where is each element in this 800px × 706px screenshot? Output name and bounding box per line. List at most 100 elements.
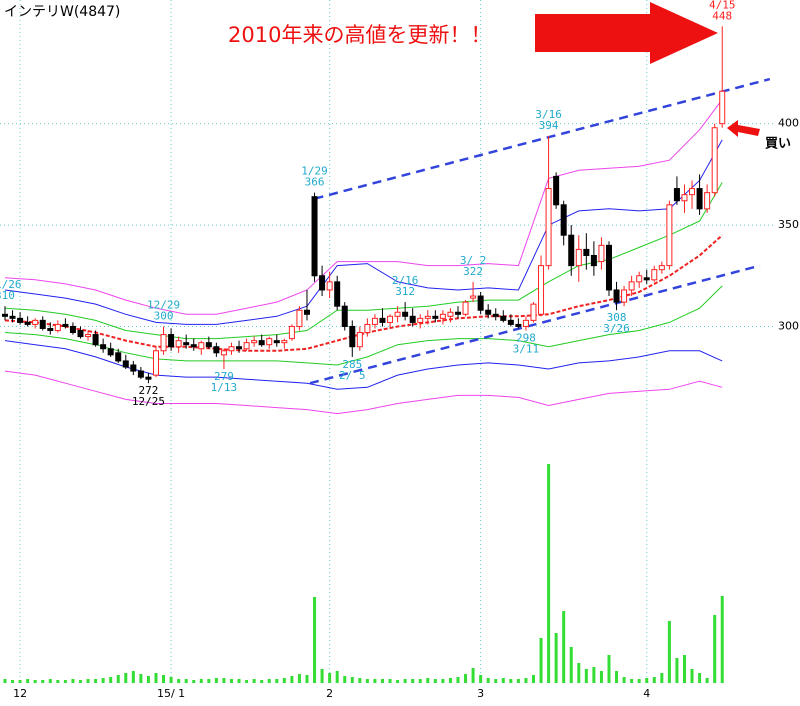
candle-body <box>447 311 454 317</box>
candle-body <box>213 346 220 354</box>
candle-body <box>122 360 129 368</box>
candle-body <box>145 376 152 380</box>
volume-bar <box>660 673 664 683</box>
candle-body <box>477 295 484 311</box>
candle-body <box>711 127 718 194</box>
candle-body <box>658 265 665 271</box>
volume-bar <box>531 675 535 683</box>
candle-body <box>334 281 341 307</box>
candle-body <box>47 327 54 332</box>
annotation-date: 4/15 <box>709 0 736 11</box>
volume-bar <box>479 675 483 683</box>
candle-body <box>198 342 205 350</box>
volume-bar <box>441 679 445 683</box>
volume-bar <box>426 678 430 683</box>
volume-bar <box>456 677 460 683</box>
volume-bar <box>26 679 30 683</box>
volume-bar <box>320 669 324 683</box>
volume-bar <box>260 680 264 683</box>
volume-bar <box>373 679 377 683</box>
candle-body <box>220 350 227 356</box>
candle-body <box>522 319 529 327</box>
signal-arrow <box>727 120 760 137</box>
annotation-value: 272 <box>138 384 158 397</box>
headline: 2010年来の高値を更新！！ <box>228 23 491 47</box>
annotation-date: 3/ 2 <box>460 254 487 267</box>
candle-body <box>575 248 582 267</box>
volume-bar <box>652 677 656 683</box>
annotation-date: 1/29 <box>301 165 328 178</box>
volume-bar <box>245 680 249 683</box>
volume-bar <box>524 678 528 683</box>
candle-body <box>409 315 416 323</box>
candle-body <box>424 315 431 319</box>
volume-bar <box>290 676 294 683</box>
candle-body <box>39 319 46 329</box>
candle-body <box>69 325 76 334</box>
volume-bar <box>139 674 143 683</box>
volume-bar <box>380 679 384 683</box>
candle-body <box>673 188 680 202</box>
volume-bar <box>448 678 452 683</box>
annotation-value: 366 <box>305 176 325 189</box>
candle-body <box>689 188 696 196</box>
volume-bar <box>124 673 128 683</box>
candle-body <box>205 342 212 348</box>
candle-body <box>545 188 552 267</box>
volume-bar <box>56 680 60 683</box>
candle-body <box>236 346 243 350</box>
volume-bar <box>645 678 649 683</box>
band-line <box>4 370 723 415</box>
volume-bar <box>169 677 173 683</box>
annotation-value: 394 <box>539 119 559 132</box>
volume-bar <box>78 680 82 683</box>
candle-body <box>402 311 409 317</box>
annotation-date: 1/13 <box>211 381 238 394</box>
candle-body <box>183 342 190 346</box>
candle-body <box>454 311 461 315</box>
annotation-value: 298 <box>516 332 536 345</box>
annotation-value: 322 <box>463 265 483 278</box>
candle-body <box>54 323 61 332</box>
plot-area <box>1 26 771 683</box>
volume-bar <box>486 678 490 683</box>
y-tick-label: 300 <box>778 319 799 332</box>
volume-bar <box>199 679 203 683</box>
volume-bar <box>713 615 717 683</box>
volume-bar <box>433 679 437 683</box>
candle-body <box>598 244 605 263</box>
volume-bar <box>162 675 166 683</box>
candle-body <box>530 303 537 321</box>
candle-body <box>130 364 137 372</box>
volume-bar <box>3 679 7 683</box>
volume-bar <box>509 679 513 683</box>
annotation-date: 3/26 <box>603 322 630 335</box>
candle-body <box>243 342 250 350</box>
volume-bar <box>41 680 45 683</box>
volume-bar <box>214 678 218 683</box>
candle-body <box>273 340 280 344</box>
candle-body <box>258 340 265 346</box>
volume-bar <box>667 621 671 683</box>
candle-body <box>538 265 545 315</box>
candle-body <box>319 275 326 291</box>
volume-bar <box>275 679 279 683</box>
candle-body <box>379 317 386 323</box>
candle-body <box>719 90 726 125</box>
candle-body <box>485 309 492 315</box>
volume-bar <box>282 678 286 683</box>
volume-bar <box>63 680 67 683</box>
annotation-value: 310 <box>0 289 15 302</box>
volume-bar <box>207 679 211 683</box>
candle-body <box>394 311 401 317</box>
candle-body <box>387 315 394 323</box>
annotation-date: 3/11 <box>513 343 540 356</box>
chart-title: インテリW(4847) <box>4 4 120 20</box>
volume-bar <box>192 680 196 683</box>
candle-body <box>500 315 507 321</box>
candle-body <box>17 317 24 323</box>
candle-body <box>1 313 8 317</box>
candle-body <box>643 277 650 281</box>
candle-body <box>251 340 258 344</box>
